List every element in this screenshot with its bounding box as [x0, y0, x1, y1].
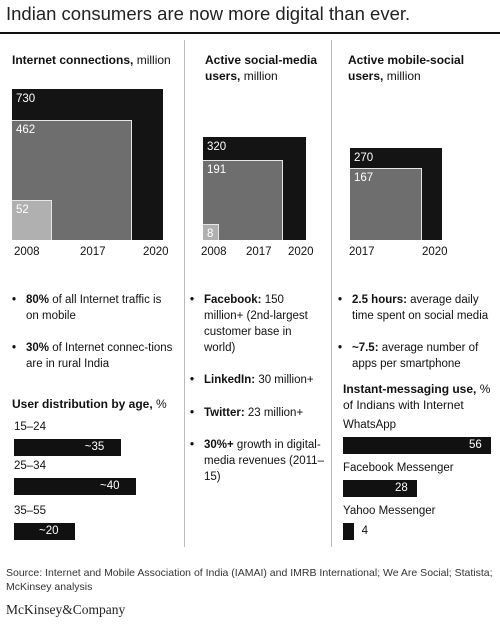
im-app-label: Yahoo Messenger	[343, 505, 436, 517]
im-bar-value: 56	[469, 439, 482, 451]
col1-bullet: • 80% of all Internet traffic is on mobil…	[12, 294, 162, 322]
year-tick-label: 2008	[201, 246, 227, 258]
square-value-label: 270	[354, 152, 374, 164]
square-value-label: 8	[207, 227, 214, 240]
col2-bullet: • 30%+ growth in digital-media revenues (…	[190, 439, 324, 483]
col1-heading: Internet connections, million	[12, 53, 171, 67]
year-tick-label: 2017	[349, 246, 375, 258]
year-tick-label: 2020	[422, 246, 448, 258]
im-bar	[343, 523, 354, 540]
age-bar	[14, 478, 136, 495]
year-tick-label: 2020	[143, 246, 169, 258]
col2-heading: Active social-media users, million	[205, 53, 318, 83]
im-use-heading: Instant-messaging use, % of Indians with…	[343, 382, 491, 412]
column-divider-2	[331, 40, 332, 547]
square-value-label: 462	[16, 123, 36, 136]
age-distribution-heading: User distribution by age, %	[12, 397, 167, 411]
age-group-label: 15–24	[14, 421, 46, 433]
source-note: Source: Internet and Mobile Association …	[6, 567, 493, 593]
brand-logo: McKinsey&Company	[6, 602, 126, 617]
square-value-label: 320	[207, 141, 227, 153]
im-bar	[343, 480, 417, 497]
im-app-label: Facebook Messenger	[343, 462, 454, 474]
year-tick-label: 2020	[288, 246, 314, 258]
age-group-label: 35–55	[14, 505, 46, 517]
im-bar	[343, 437, 491, 454]
year-tick-label: 2017	[246, 246, 272, 258]
square-value-label: 52	[16, 203, 29, 216]
im-app-label: WhatsApp	[343, 419, 397, 431]
age-bar	[14, 523, 75, 540]
title-rule	[0, 32, 500, 34]
col1-bullet: • 30% of Internet connec-tions are in rur…	[12, 342, 173, 370]
year-tick-label: 2008	[14, 246, 40, 258]
column-divider-1	[184, 40, 185, 547]
square-2008	[12, 199, 53, 240]
age-bar	[14, 439, 121, 456]
col3-bullet: • ~7.5: average number of apps per smartp…	[338, 342, 479, 370]
page-title: Indian consumers are now more digital th…	[6, 3, 411, 24]
year-tick-label: 2017	[80, 246, 106, 258]
square-value-label: 167	[354, 171, 374, 184]
col3-heading: Active mobile-social users, million	[348, 53, 465, 83]
age-bar-value: ~40	[100, 480, 120, 492]
col3-bullet: • 2.5 hours: average daily time spent on …	[338, 294, 489, 322]
col2-bullet: • Facebook: 150 million+ (2nd-largest cus…	[190, 294, 308, 354]
im-bar-value: 4	[361, 525, 368, 537]
age-bar-value: ~35	[84, 441, 105, 453]
col2-bullet: • LinkedIn: 30 million+	[190, 374, 314, 386]
age-group-label: 25–34	[14, 460, 46, 472]
square-value-label: 191	[207, 164, 227, 177]
square-2017	[350, 167, 423, 240]
im-bar-value: 28	[395, 482, 408, 494]
age-bar-value: ~20	[39, 525, 59, 537]
col2-bullet: • Twitter: 23 million+	[190, 407, 304, 419]
square-2008	[203, 223, 220, 240]
square-value-label: 730	[16, 93, 36, 105]
